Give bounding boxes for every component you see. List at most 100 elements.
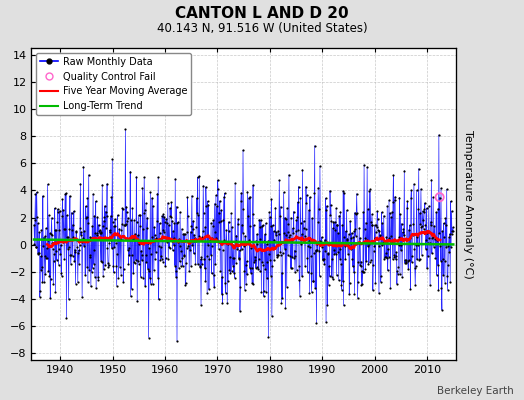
Point bbox=[174, 238, 182, 245]
Point bbox=[234, 220, 242, 227]
Point bbox=[430, 233, 438, 239]
Point bbox=[368, 222, 377, 228]
Point bbox=[86, 283, 95, 290]
Point bbox=[149, 203, 157, 210]
Point bbox=[307, 252, 315, 259]
Point bbox=[123, 209, 131, 215]
Point bbox=[320, 261, 329, 267]
Point bbox=[408, 259, 416, 266]
Point bbox=[201, 224, 209, 230]
Point bbox=[413, 256, 421, 263]
Point bbox=[440, 234, 448, 240]
Point bbox=[431, 236, 439, 242]
Point bbox=[122, 220, 130, 227]
Point bbox=[113, 212, 122, 218]
Point bbox=[112, 262, 121, 269]
Point bbox=[348, 256, 356, 262]
Point bbox=[176, 258, 184, 265]
Point bbox=[252, 265, 260, 271]
Point bbox=[62, 315, 71, 321]
Point bbox=[365, 187, 374, 194]
Point bbox=[364, 206, 372, 212]
Point bbox=[229, 262, 237, 269]
Point bbox=[411, 282, 419, 288]
Point bbox=[353, 295, 362, 302]
Point bbox=[316, 239, 325, 246]
Point bbox=[299, 236, 307, 242]
Point bbox=[41, 233, 49, 240]
Point bbox=[337, 261, 345, 267]
Point bbox=[206, 252, 215, 258]
Point bbox=[78, 239, 86, 246]
Point bbox=[98, 182, 106, 188]
Point bbox=[232, 260, 240, 266]
Point bbox=[146, 189, 155, 195]
Point bbox=[417, 186, 425, 192]
Point bbox=[316, 163, 324, 169]
Point bbox=[390, 254, 398, 260]
Point bbox=[143, 214, 151, 221]
Point bbox=[349, 234, 357, 241]
Point bbox=[195, 262, 204, 269]
Point bbox=[99, 273, 107, 279]
Point bbox=[261, 220, 270, 226]
Point bbox=[62, 190, 70, 196]
Point bbox=[76, 180, 84, 187]
Point bbox=[160, 219, 169, 226]
Point bbox=[200, 210, 208, 216]
Point bbox=[393, 268, 401, 274]
Point bbox=[56, 208, 64, 214]
Point bbox=[283, 205, 291, 212]
Point bbox=[307, 270, 315, 276]
Point bbox=[238, 230, 247, 236]
Point bbox=[395, 194, 403, 201]
Point bbox=[223, 240, 231, 246]
Point bbox=[205, 238, 214, 245]
Point bbox=[226, 254, 234, 260]
Point bbox=[198, 261, 206, 267]
Point bbox=[226, 270, 235, 277]
Point bbox=[362, 219, 370, 226]
Point bbox=[188, 242, 196, 248]
Point bbox=[401, 256, 409, 263]
Point bbox=[270, 257, 278, 264]
Point bbox=[57, 270, 66, 276]
Point bbox=[341, 243, 349, 249]
Point bbox=[66, 252, 74, 259]
Point bbox=[163, 234, 171, 241]
Point bbox=[165, 244, 173, 250]
Point bbox=[288, 237, 296, 244]
Point bbox=[389, 198, 397, 205]
Point bbox=[260, 238, 269, 244]
Point bbox=[91, 274, 99, 280]
Point bbox=[305, 194, 314, 200]
Point bbox=[302, 183, 310, 190]
Point bbox=[195, 173, 203, 179]
Point bbox=[80, 228, 89, 234]
Point bbox=[249, 281, 258, 287]
Point bbox=[375, 290, 383, 296]
Point bbox=[139, 275, 148, 282]
Point bbox=[107, 194, 116, 200]
Point bbox=[211, 228, 219, 235]
Point bbox=[238, 222, 246, 228]
Point bbox=[102, 208, 110, 215]
Point bbox=[53, 206, 62, 212]
Point bbox=[182, 244, 191, 251]
Point bbox=[50, 258, 58, 264]
Point bbox=[245, 195, 253, 201]
Point bbox=[414, 166, 423, 172]
Point bbox=[137, 248, 145, 254]
Point bbox=[211, 200, 219, 207]
Point bbox=[210, 284, 219, 291]
Point bbox=[290, 208, 298, 215]
Point bbox=[158, 227, 167, 234]
Point bbox=[172, 204, 181, 210]
Point bbox=[42, 245, 51, 252]
Point bbox=[214, 246, 223, 252]
Point bbox=[80, 243, 88, 249]
Point bbox=[259, 293, 268, 299]
Point bbox=[406, 222, 414, 228]
Point bbox=[263, 275, 271, 282]
Point bbox=[48, 240, 57, 246]
